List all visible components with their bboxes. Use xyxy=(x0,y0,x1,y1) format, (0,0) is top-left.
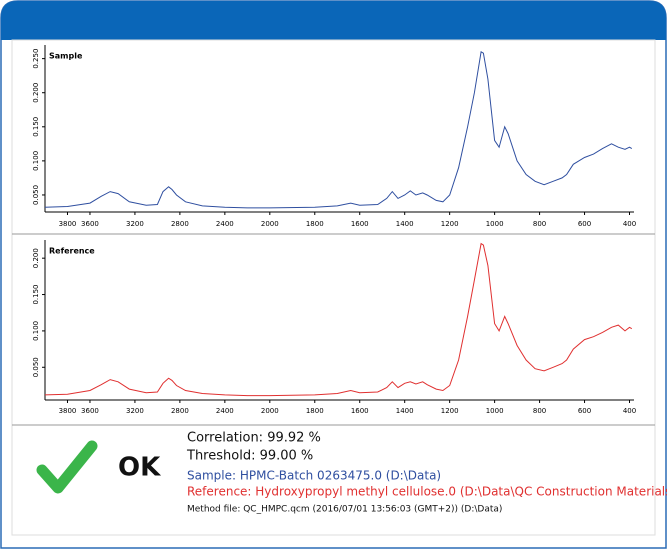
y-tick-label: 0.150 xyxy=(32,117,40,137)
sample-info: Sample: HPMC-Batch 0263475.0 (D:\Data) xyxy=(187,469,441,483)
y-tick-label: 0.200 xyxy=(32,248,40,268)
correlation: Correlation: 99.92 % xyxy=(187,431,321,446)
chart-title: Sample xyxy=(49,52,83,61)
y-tick-label: 0.050 xyxy=(32,357,40,377)
spectrum-line xyxy=(44,242,633,397)
x-tick-label: 800 xyxy=(533,407,546,415)
x-tick-label: 1800 xyxy=(306,407,324,415)
x-tick-label: 800 xyxy=(533,220,546,228)
x-tick-label: 600 xyxy=(578,220,591,228)
x-tick-label: 2400 xyxy=(216,407,234,415)
x-tick-label: 1000 xyxy=(486,407,504,415)
x-tick-label: 1200 xyxy=(441,220,459,228)
y-tick-label: 0.050 xyxy=(32,185,40,205)
x-tick-label: 3200 xyxy=(126,407,144,415)
spectrum-line xyxy=(44,50,633,209)
panel xyxy=(11,39,656,536)
x-tick-label: 400 xyxy=(623,220,636,228)
x-tick-label: 3800 xyxy=(59,220,77,228)
y-tick-label: 0.100 xyxy=(32,321,40,341)
x-tick-label: 3800 xyxy=(59,407,77,415)
x-tick-label: 1600 xyxy=(351,407,369,415)
x-tick-label: 2000 xyxy=(261,220,279,228)
y-tick-label: 0.250 xyxy=(32,49,40,69)
y-tick-label: 0.100 xyxy=(32,151,40,171)
x-tick-label: 1400 xyxy=(396,220,414,228)
x-tick-label: 2800 xyxy=(171,407,189,415)
x-tick-label: 3200 xyxy=(126,220,144,228)
chart-title: Reference xyxy=(49,247,95,256)
x-tick-label: 2800 xyxy=(171,220,189,228)
x-tick-label: 1400 xyxy=(396,407,414,415)
y-tick-label: 0.200 xyxy=(32,83,40,103)
reference-info: Reference: Hydroxypropyl methyl cellulos… xyxy=(187,485,667,499)
y-tick-label: 0.150 xyxy=(32,285,40,305)
x-tick-label: 400 xyxy=(623,407,636,415)
x-tick-label: 1600 xyxy=(351,220,369,228)
status: OK xyxy=(118,453,161,483)
x-tick-label: 1800 xyxy=(306,220,324,228)
x-tick-label: 2000 xyxy=(261,407,279,415)
x-tick-label: 1000 xyxy=(486,220,504,228)
method-info: Method file: QC_HMPC.qcm (2016/07/01 13:… xyxy=(187,505,502,515)
x-tick-label: 2400 xyxy=(216,220,234,228)
x-tick-label: 3600 xyxy=(81,220,99,228)
x-tick-label: 1200 xyxy=(441,407,459,415)
x-tick-label: 600 xyxy=(578,407,591,415)
threshold: Threshold: 99.00 % xyxy=(186,449,313,464)
x-tick-label: 3600 xyxy=(81,407,99,415)
check-icon xyxy=(36,440,98,494)
header-bar xyxy=(1,1,666,40)
